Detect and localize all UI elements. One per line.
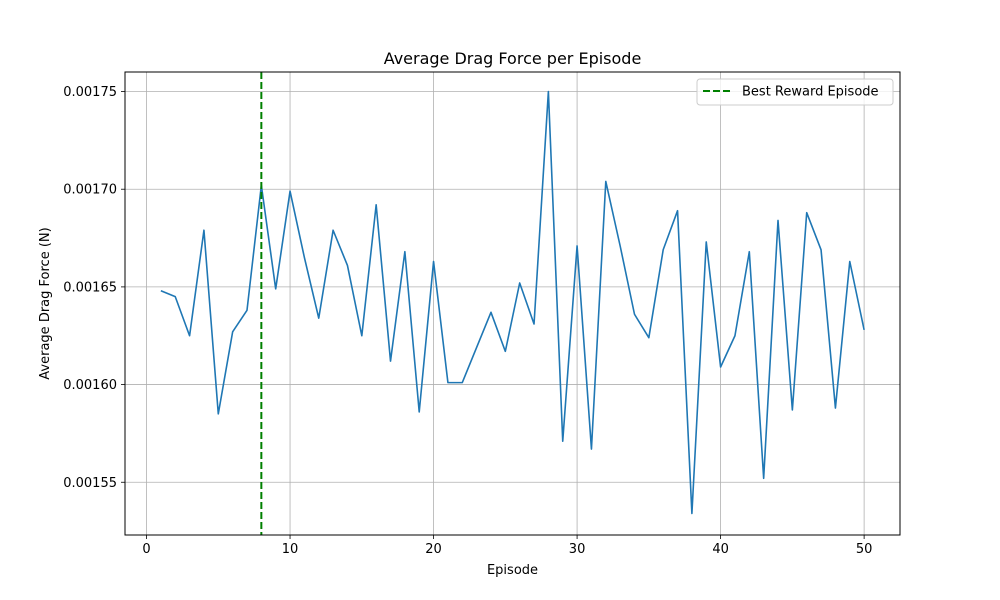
y-axis-label: Average Drag Force (N) bbox=[38, 227, 53, 379]
legend: Best Reward Episode bbox=[696, 78, 894, 106]
x-axis-ticks: 0 10 20 30 40 50 bbox=[142, 535, 872, 557]
y-axis-ticks: 0.00155 0.00160 0.00165 0.00170 0.00175 bbox=[63, 85, 125, 491]
x-tick-label: 30 bbox=[569, 542, 586, 557]
x-tick-label: 0 bbox=[142, 542, 150, 557]
series-group bbox=[160, 90, 865, 515]
y-tick-label: 0.00155 bbox=[63, 476, 117, 491]
axes-frame bbox=[124, 71, 901, 536]
x-tick-label: 10 bbox=[282, 542, 299, 557]
y-tick-label: 0.00160 bbox=[63, 378, 117, 393]
x-tick-label: 20 bbox=[425, 542, 442, 557]
x-axis-label: Episode bbox=[487, 563, 538, 578]
grid-lines bbox=[125, 72, 900, 535]
y-tick-label: 0.00170 bbox=[63, 183, 117, 198]
x-tick-label: 40 bbox=[712, 542, 729, 557]
legend-box bbox=[696, 78, 894, 106]
series-line bbox=[160, 90, 865, 515]
chart-title: Average Drag Force per Episode bbox=[384, 49, 642, 68]
y-tick-label: 0.00165 bbox=[63, 280, 117, 295]
y-tick-label: 0.00175 bbox=[63, 85, 117, 100]
x-tick-label: 50 bbox=[856, 542, 873, 557]
legend-label-best-reward: Best Reward Episode bbox=[742, 85, 879, 100]
